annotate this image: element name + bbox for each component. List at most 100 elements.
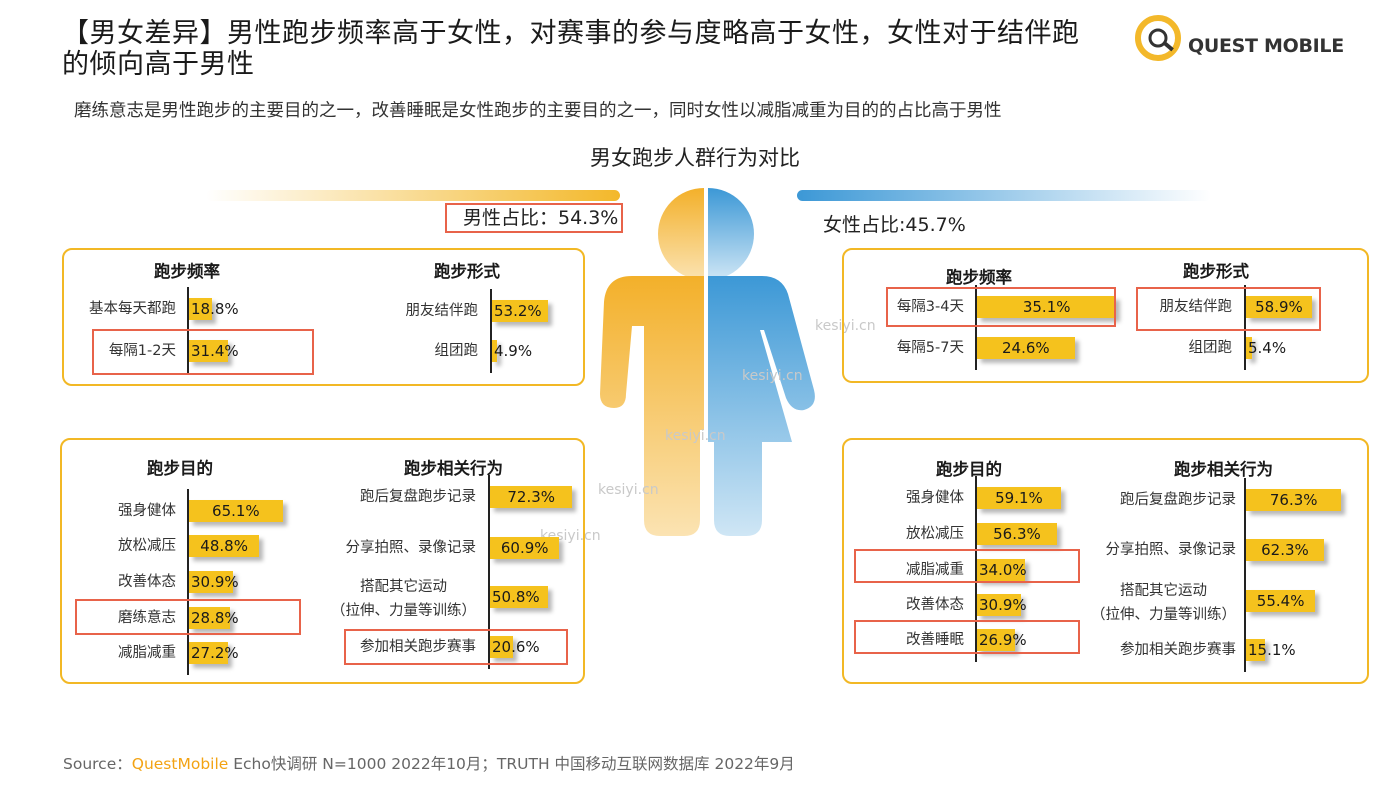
female-share: 女性占比:45.7%: [823, 214, 966, 236]
category-label: 每隔3-4天: [896, 299, 964, 315]
bar-mark: [189, 571, 234, 593]
bar-mark: [977, 559, 1026, 581]
bar-mark: [1246, 489, 1342, 511]
chart-axis: [187, 489, 189, 675]
bar-mark: [1246, 296, 1312, 318]
data-label: 72.3%: [507, 488, 556, 506]
category-label: 强身健体: [906, 490, 964, 506]
category-label: 组团跑: [434, 343, 479, 359]
data-label: 53.2%: [494, 302, 542, 320]
source-brand: QuestMobile: [131, 755, 229, 773]
highlight-box: [886, 287, 1116, 327]
chart-title: 跑步目的: [936, 460, 1002, 479]
data-label: 30.9%: [191, 573, 239, 591]
data-label: 15.1%: [1248, 641, 1296, 659]
category-label: 减脂减重: [118, 645, 176, 661]
data-label: 60.9%: [500, 539, 549, 557]
chart-axis: [975, 476, 977, 662]
bar-mark: [490, 636, 514, 658]
category-label: 参加相关跑步赛事: [1120, 642, 1236, 658]
data-label: 30.9%: [979, 596, 1027, 614]
chart-title: 跑步目的: [147, 459, 213, 478]
category-label: 朋友结伴跑: [405, 303, 479, 319]
data-label: 56.3%: [993, 525, 1041, 543]
female-gradient-bar: [797, 190, 1211, 201]
highlight-box: [92, 329, 314, 375]
bar-mark: [1246, 639, 1265, 661]
bar-mark: [189, 340, 228, 362]
highlight-box: [75, 599, 301, 635]
watermark: kesiyi.cn: [742, 368, 803, 384]
chart-axis: [1244, 285, 1246, 370]
bar-mark: [1246, 337, 1253, 359]
bar-mark: [977, 629, 1016, 651]
chart-title: 跑步相关行为: [404, 459, 503, 478]
data-label: 27.2%: [191, 644, 239, 662]
data-label: 5.4%: [1248, 339, 1287, 357]
category-label: 基本每天都跑: [89, 301, 176, 317]
chart-title: 跑步相关行为: [1174, 460, 1273, 479]
data-label: 50.8%: [492, 588, 540, 606]
category-label: 改善体态: [118, 574, 176, 590]
bar-mark: [492, 300, 548, 322]
category-label: 每隔1-2天: [108, 343, 176, 359]
center-title: 男女跑步人群行为对比: [590, 146, 800, 170]
data-label: 20.6%: [492, 638, 540, 656]
category-label: 分享拍照、录像记录: [1105, 542, 1237, 558]
male-purpose-behavior-panel: [60, 438, 585, 684]
category-label: 分享拍照、录像记录: [345, 540, 477, 556]
category-label: 强身健体: [118, 503, 176, 519]
category-label: 跑后复盘跑步记录: [360, 489, 476, 505]
bar-mark: [977, 296, 1117, 318]
male-body: [600, 276, 704, 536]
highlight-box: [344, 629, 568, 665]
female-purpose-behavior-panel: [842, 438, 1369, 684]
category-label: 朋友结伴跑: [1159, 299, 1233, 315]
data-label: 26.9%: [979, 631, 1027, 649]
bar-mark: [977, 594, 1021, 616]
female-freq-form-panel: [842, 248, 1369, 383]
category-label: 参加相关跑步赛事: [360, 639, 476, 655]
category-label: 磨练意志: [118, 610, 176, 626]
category-label: 改善睡眠: [906, 632, 964, 648]
bar-mark: [189, 298, 213, 320]
highlight-box: [854, 549, 1080, 583]
source-rest: Echo快调研 N=1000 2022年10月；TRUTH 中国移动互联网数据库…: [228, 755, 795, 773]
data-label: 28.8%: [191, 609, 239, 627]
data-label: 4.9%: [494, 342, 533, 360]
page-subtitle: 磨练意志是男性跑步的主要目的之一，改善睡眠是女性跑步的主要目的之一，同时女性以减…: [74, 101, 1002, 121]
male-head: [658, 188, 704, 280]
data-label: 62.3%: [1261, 541, 1309, 559]
bar-mark: [977, 523, 1057, 545]
chart-axis: [490, 289, 492, 373]
female-head: [708, 188, 754, 280]
category-label: 改善体态: [906, 597, 964, 613]
bar-mark: [490, 537, 560, 559]
data-label: 65.1%: [212, 502, 260, 520]
questmobile-logo-icon: [1135, 15, 1181, 61]
data-label: 58.9%: [1255, 298, 1303, 316]
category-label: 减脂减重: [906, 562, 964, 578]
source-prefix: Source：: [63, 755, 132, 773]
bar-mark: [490, 586, 548, 608]
bar-mark: [189, 642, 229, 664]
watermark: kesiyi.cn: [815, 318, 876, 334]
male-gradient-bar: [206, 190, 620, 201]
data-label: 35.1%: [1022, 298, 1071, 316]
bar-mark: [189, 500, 283, 522]
bar-mark: [189, 607, 231, 629]
male-freq-form-panel: [62, 248, 585, 386]
gender-figure: [600, 184, 815, 540]
chart-axis: [488, 475, 490, 669]
chart-title: 跑步形式: [1183, 262, 1249, 281]
source-note: Source：QuestMobile Echo快调研 N=1000 2022年1…: [63, 752, 795, 774]
chart-axis: [1244, 478, 1246, 672]
chart-axis: [975, 285, 977, 370]
bar-mark: [977, 337, 1075, 359]
data-label: 31.4%: [191, 342, 239, 360]
category-label: 放松减压: [118, 538, 176, 554]
watermark: kesiyi.cn: [665, 428, 726, 444]
watermark: kesiyi.cn: [598, 482, 659, 498]
data-label: 76.3%: [1269, 491, 1318, 509]
male-share: 男性占比：54.3%: [445, 203, 623, 233]
